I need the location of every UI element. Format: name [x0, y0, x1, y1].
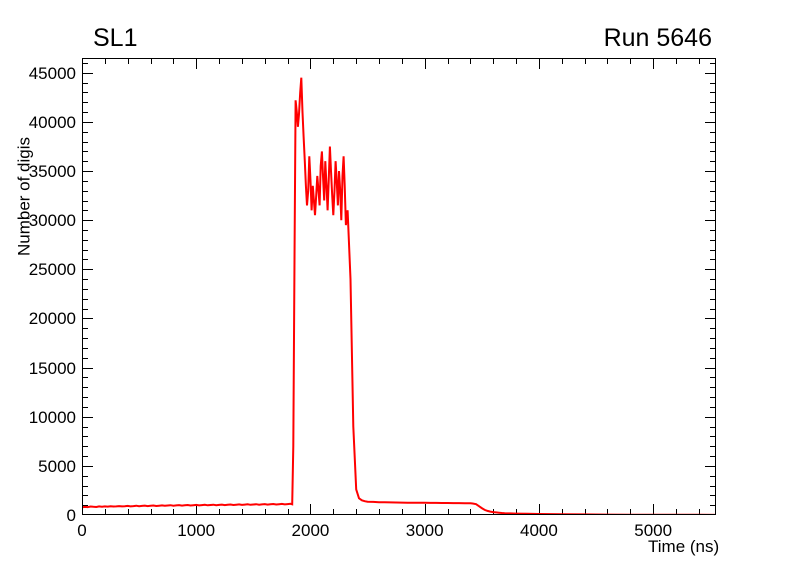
plot-svg [82, 58, 716, 515]
plot-frame [82, 58, 716, 515]
x-major-ticks [82, 58, 654, 515]
x-tick-label: 0 [77, 521, 87, 540]
x-minor-ticks [82, 58, 700, 515]
x-tick-label: 3000 [405, 521, 444, 540]
run-label: Run 5646 [603, 24, 712, 52]
x-tick-label: 2000 [291, 521, 330, 540]
plot-area [82, 58, 716, 515]
y-tick-label: 20000 [28, 309, 76, 329]
y-tick-label: 15000 [28, 358, 76, 378]
x-tick-label: 4000 [520, 521, 558, 540]
x-tick-label: 1000 [177, 521, 216, 540]
y-tick-label: 45000 [28, 63, 76, 83]
y-tick-label: 25000 [28, 260, 76, 280]
data-series-line [82, 77, 716, 515]
y-tick-label: 30000 [28, 211, 76, 231]
y-tick-label: 5000 [38, 456, 76, 476]
x-axis-label: Time (ns) [648, 537, 720, 556]
y-tick-label: 0 [66, 506, 76, 525]
y-tick-label: 40000 [28, 112, 76, 132]
x-tick-label: 5000 [634, 521, 673, 540]
page-title: SL1 [93, 24, 138, 52]
y-minor-ticks [82, 63, 716, 506]
y-major-ticks [82, 73, 716, 467]
y-tick-label: 10000 [28, 407, 76, 427]
y-tick-label: 35000 [28, 162, 76, 182]
